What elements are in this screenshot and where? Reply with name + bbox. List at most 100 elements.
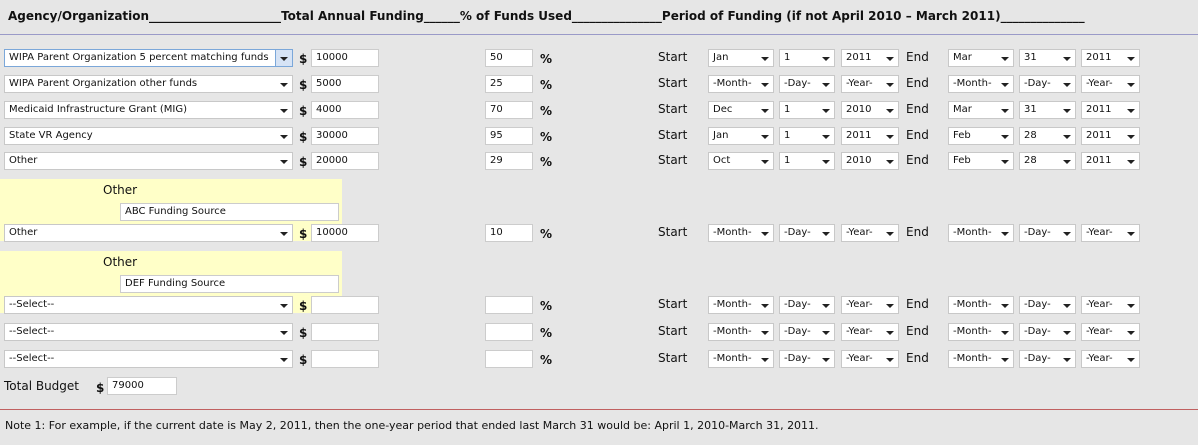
total-budget-input[interactable]: 79000 [107, 377, 177, 395]
end-year-select-value: -Year- [1086, 227, 1113, 238]
start-year-select[interactable]: -Year- [841, 296, 899, 314]
agency-select[interactable]: --Select-- [4, 350, 293, 368]
start-year-select[interactable]: -Year- [841, 350, 899, 368]
agency-select[interactable]: WIPA Parent Organization other funds [4, 75, 293, 93]
end-day-select[interactable]: -Day- [1019, 323, 1076, 341]
column-headers: Agency/Organization_____________________… [8, 9, 1085, 23]
agency-select[interactable]: WIPA Parent Organization 5 percent match… [4, 49, 293, 67]
percent-input[interactable] [485, 323, 533, 341]
agency-select[interactable]: State VR Agency [4, 127, 293, 145]
start-label: Start [658, 351, 688, 365]
end-month-select[interactable]: -Month- [948, 323, 1014, 341]
agency-select-value: Other [9, 155, 38, 166]
funding-input[interactable]: 20000 [311, 152, 379, 170]
start-year-select[interactable]: -Year- [841, 75, 899, 93]
start-day-select[interactable]: 1 [779, 101, 835, 119]
start-year-select[interactable]: 2011 [841, 49, 899, 67]
start-day-select[interactable]: 1 [779, 127, 835, 145]
end-day-select-value: 31 [1024, 52, 1037, 63]
chevron-down-icon [1063, 232, 1071, 236]
funding-input[interactable]: 30000 [311, 127, 379, 145]
end-year-select[interactable]: 2011 [1081, 152, 1140, 170]
start-month-select[interactable]: -Month- [708, 323, 774, 341]
end-day-select[interactable]: -Day- [1019, 296, 1076, 314]
funding-input[interactable]: 4000 [311, 101, 379, 119]
percent-input[interactable]: 25 [485, 75, 533, 93]
start-month-select[interactable]: -Month- [708, 75, 774, 93]
agency-select[interactable]: --Select-- [4, 296, 293, 314]
end-year-select[interactable]: -Year- [1081, 323, 1140, 341]
agency-select[interactable]: Other [4, 224, 293, 242]
header-agency: Agency/Organization_____________________… [8, 9, 282, 23]
end-day-select[interactable]: -Day- [1019, 75, 1076, 93]
end-year-select-value: 2011 [1086, 130, 1112, 141]
end-month-select[interactable]: Mar [948, 49, 1014, 67]
end-year-select[interactable]: -Year- [1081, 350, 1140, 368]
end-day-select[interactable]: -Day- [1019, 224, 1076, 242]
funding-input[interactable]: 10000 [311, 49, 379, 67]
start-year-select[interactable]: -Year- [841, 323, 899, 341]
agency-select[interactable]: --Select-- [4, 323, 293, 341]
table-row: Other $20000 29% Start Oct 1 2010 End Feb 28 2011 [0, 151, 1198, 171]
end-month-select[interactable]: -Month- [948, 224, 1014, 242]
start-month-select[interactable]: -Month- [708, 350, 774, 368]
start-month-select[interactable]: -Month- [708, 296, 774, 314]
table-row: WIPA Parent Organization 5 percent match… [0, 48, 1198, 68]
start-day-select[interactable]: 1 [779, 49, 835, 67]
table-row: --Select-- $% Start -Month- -Day- -Year- End -M… [0, 295, 1198, 315]
percent-input[interactable]: 95 [485, 127, 533, 145]
start-day-select[interactable]: -Day- [779, 350, 835, 368]
percent-input[interactable] [485, 296, 533, 314]
end-year-select[interactable]: -Year- [1081, 296, 1140, 314]
end-month-select[interactable]: -Month- [948, 75, 1014, 93]
end-month-select[interactable]: Mar [948, 101, 1014, 119]
agency-select[interactable]: Other [4, 152, 293, 170]
chevron-down-icon [822, 304, 830, 308]
end-year-select[interactable]: 2011 [1081, 127, 1140, 145]
other-source-input[interactable]: DEF Funding Source [120, 275, 339, 293]
start-year-select[interactable]: -Year- [841, 224, 899, 242]
start-day-select[interactable]: -Day- [779, 224, 835, 242]
end-month-select[interactable]: Feb [948, 152, 1014, 170]
end-day-select[interactable]: 31 [1019, 49, 1076, 67]
start-month-select[interactable]: Jan [708, 49, 774, 67]
end-year-select[interactable]: 2011 [1081, 101, 1140, 119]
start-year-select[interactable]: 2010 [841, 101, 899, 119]
percent-input[interactable]: 29 [485, 152, 533, 170]
percent-input[interactable] [485, 350, 533, 368]
agency-select[interactable]: Medicaid Infrastructure Grant (MIG) [4, 101, 293, 119]
start-year-select[interactable]: 2010 [841, 152, 899, 170]
start-month-select[interactable]: Dec [708, 101, 774, 119]
start-day-select-value: -Day- [784, 227, 811, 238]
percent-input[interactable]: 70 [485, 101, 533, 119]
start-year-select[interactable]: 2011 [841, 127, 899, 145]
end-day-select[interactable]: 28 [1019, 152, 1076, 170]
start-day-select[interactable]: -Day- [779, 323, 835, 341]
end-year-select[interactable]: -Year- [1081, 224, 1140, 242]
start-month-select[interactable]: -Month- [708, 224, 774, 242]
end-month-select[interactable]: Feb [948, 127, 1014, 145]
start-year-select-value: -Year- [846, 78, 873, 89]
agency-select-value: --Select-- [9, 299, 55, 310]
funding-input[interactable] [311, 296, 379, 314]
percent-input[interactable]: 10 [485, 224, 533, 242]
end-month-select[interactable]: -Month- [948, 296, 1014, 314]
start-day-select[interactable]: -Day- [779, 75, 835, 93]
end-year-select[interactable]: -Year- [1081, 75, 1140, 93]
end-day-select[interactable]: -Day- [1019, 350, 1076, 368]
start-day-select[interactable]: 1 [779, 152, 835, 170]
header-period: Period of Funding (if not April 2010 – M… [661, 9, 1085, 23]
funding-input[interactable]: 5000 [311, 75, 379, 93]
end-day-select[interactable]: 31 [1019, 101, 1076, 119]
end-year-select[interactable]: 2011 [1081, 49, 1140, 67]
percent-input[interactable]: 50 [485, 49, 533, 67]
funding-input[interactable] [311, 323, 379, 341]
other-source-input[interactable]: ABC Funding Source [120, 203, 339, 221]
end-day-select[interactable]: 28 [1019, 127, 1076, 145]
start-month-select[interactable]: Oct [708, 152, 774, 170]
end-month-select[interactable]: -Month- [948, 350, 1014, 368]
start-month-select[interactable]: Jan [708, 127, 774, 145]
start-day-select[interactable]: -Day- [779, 296, 835, 314]
funding-input[interactable] [311, 350, 379, 368]
funding-input[interactable]: 10000 [311, 224, 379, 242]
